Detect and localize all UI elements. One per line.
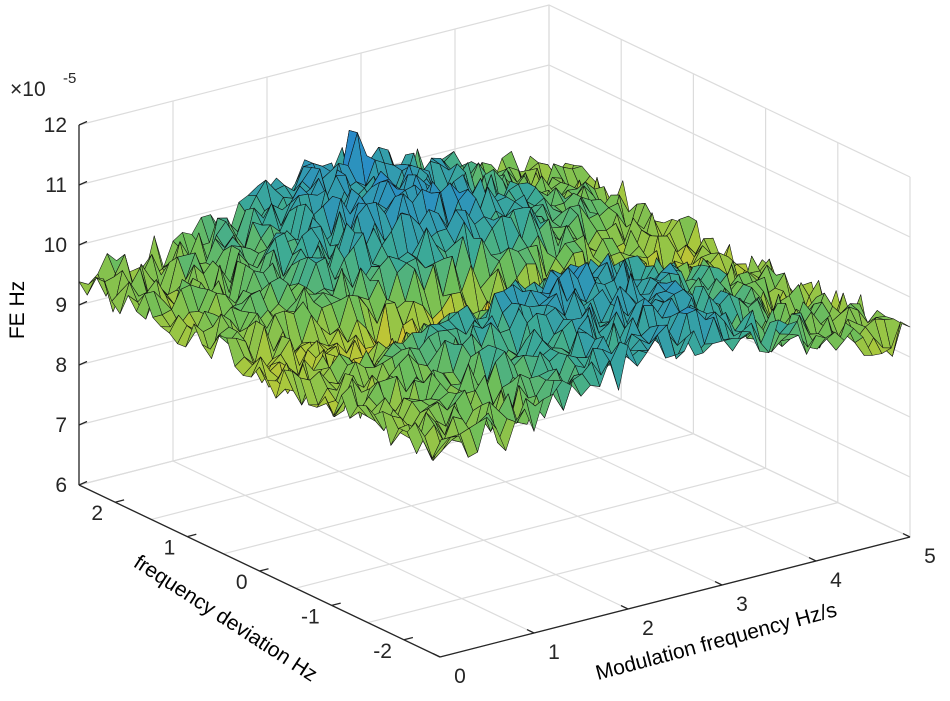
x-tick-mark xyxy=(526,629,535,634)
back-panes xyxy=(79,365,910,657)
z-axis-label: FE Hz xyxy=(6,281,29,339)
grid-line-z xyxy=(78,4,911,178)
floor-pane xyxy=(79,365,910,657)
z-tick-mark xyxy=(78,120,88,126)
z-tick-label: 9 xyxy=(55,294,67,317)
x-axis-label: Modulation frequency Hz/s xyxy=(593,598,839,685)
x-tick-label: 2 xyxy=(642,617,654,640)
grid-line-z xyxy=(78,124,911,298)
y-tick-labels: 2 1 0 -1 -2 xyxy=(91,499,414,663)
x-tick-mark xyxy=(714,581,723,586)
x-tick-labels: 0 1 2 3 4 5 xyxy=(432,533,936,688)
y-tick-label: 1 xyxy=(164,537,176,560)
z-tick-mark xyxy=(78,420,88,426)
z-tick-mark xyxy=(78,300,88,306)
z-tick-mark xyxy=(78,240,88,246)
x-tick-label: 0 xyxy=(454,665,466,688)
z-tick-label: 7 xyxy=(55,414,67,437)
z-tick-label: 11 xyxy=(45,174,67,197)
z-tick-mark xyxy=(78,180,88,186)
z-tick-label: 8 xyxy=(55,354,67,377)
x-tick-label: 4 xyxy=(830,569,842,592)
y-tick-mark xyxy=(331,602,341,607)
y-tick-label: 0 xyxy=(236,571,248,594)
x-tick-mark xyxy=(902,533,911,538)
z-tick-label: 12 xyxy=(44,114,67,137)
x-tick-label: 3 xyxy=(736,593,748,616)
y-tick-label: -1 xyxy=(301,605,320,628)
z-tick-label: 10 xyxy=(44,234,67,257)
x-axis-line xyxy=(439,536,911,658)
y-tick-mark xyxy=(114,499,125,503)
surface-mesh xyxy=(78,130,911,461)
x-tick-label: 1 xyxy=(548,641,560,664)
z-tick-mark xyxy=(78,480,88,486)
z-exponent-power: -5 xyxy=(63,70,76,87)
y-tick-mark xyxy=(403,636,414,641)
surface-patch xyxy=(431,437,450,460)
z-tick-labels: 12 11 10 9 8 7 6 xyxy=(44,114,88,497)
y-tick-label: 2 xyxy=(91,502,103,525)
z-tick-label: 6 xyxy=(55,474,67,497)
x-tick-label: 5 xyxy=(924,545,936,568)
z-exponent-base: ×10 xyxy=(10,78,46,101)
y-tick-mark xyxy=(187,533,197,538)
x-tick-mark xyxy=(432,653,441,658)
grid-line-z xyxy=(78,64,911,238)
z-tick-mark xyxy=(78,360,88,366)
x-tick-mark xyxy=(808,557,817,562)
y-tick-label: -2 xyxy=(373,640,392,663)
x-tick-mark xyxy=(620,605,629,610)
y-tick-mark xyxy=(259,568,269,572)
